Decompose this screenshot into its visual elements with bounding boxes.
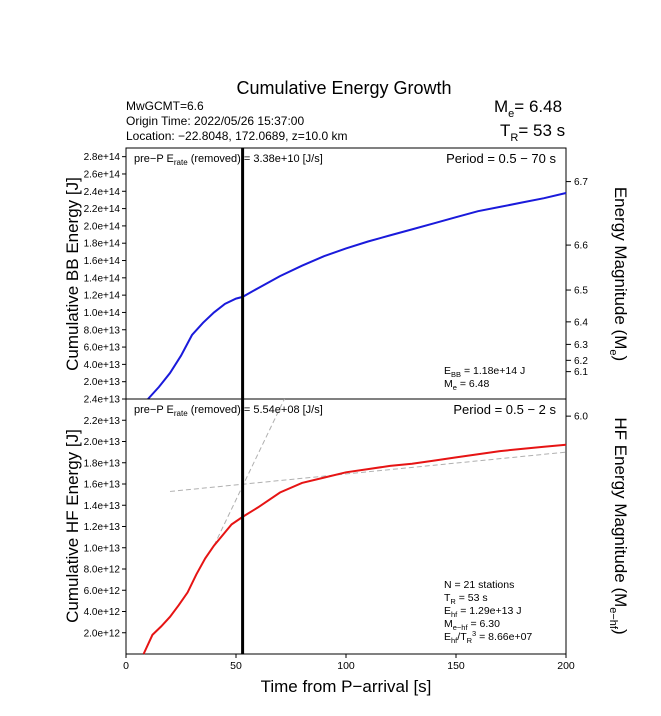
y-tick-label: 8.0e+13: [84, 325, 121, 336]
tr-summary: TR= 53 s: [500, 121, 565, 144]
y-tick-label: 4.0e+12: [84, 607, 121, 618]
hf-y-axis-label: Cumulative HF Energy [J]: [63, 429, 82, 623]
hf-pre-p-text: pre−P Erate (removed) = 5.54e+08 [J/s]: [134, 404, 323, 418]
magnitude-tick-label: 6.3: [574, 340, 588, 351]
hf-me-annotation: Me−hf = 6.30: [444, 618, 500, 632]
hf-tr-annotation: TR = 53 s: [444, 592, 488, 606]
y-tick-label: 6.0e+12: [84, 586, 121, 597]
x-tick-label: 150: [447, 660, 465, 672]
magnitude-tick-label: 6.5: [574, 286, 588, 297]
bb-energy-panel: 2.0e+13 4.0e+13 6.0e+13 8.0e+13 1.0e+14 1.2e+…: [63, 147, 630, 400]
x-tick-label: 50: [230, 660, 242, 672]
me-summary: Me= 6.48: [494, 97, 562, 120]
hf-stations-annotation: N = 21 stations: [444, 579, 514, 591]
y-tick-label: 1.4e+13: [84, 501, 121, 512]
svg-text:TR= 53 s: TR= 53 s: [500, 121, 565, 144]
hf-period-text: Period = 0.5 − 2 s: [453, 402, 556, 417]
y-tick-label: 2.8e+14: [84, 152, 121, 163]
location-text: Location: −22.8048, 172.0689, z=10.0 km: [126, 129, 348, 143]
y-tick-label: 1.8e+13: [84, 458, 121, 469]
magnitude-tick-label: 6.1: [574, 367, 588, 378]
y-tick-label: 6.0e+13: [84, 343, 121, 354]
y-tick-label: 8.0e+12: [84, 565, 121, 576]
x-tick-label: 100: [337, 660, 355, 672]
figure-title: Cumulative Energy Growth: [236, 78, 451, 98]
magnitude-tick-label: 6.2: [574, 356, 588, 367]
hf-guide-line: [169, 451, 567, 492]
magnitude-tick-label: 6.7: [574, 177, 588, 188]
magnitude-tick-label: 6.6: [574, 241, 588, 252]
bb-right-axis-label: Energy Magnitude (Me): [607, 187, 630, 361]
y-tick-label: 2.6e+14: [84, 169, 121, 180]
y-tick-label: 2.2e+14: [84, 204, 121, 215]
y-tick-label: 1.2e+14: [84, 291, 121, 302]
bb-period-text: Period = 0.5 − 70 s: [446, 151, 556, 166]
y-tick-label: 1.6e+13: [84, 480, 121, 491]
y-tick-label: 1.4e+14: [84, 273, 121, 284]
hf-energy-series: [142, 443, 567, 655]
bb-pre-p-text: pre−P Erate (removed) = 3.38e+10 [J/s]: [134, 153, 323, 167]
y-tick-label: 2.2e+13: [84, 416, 121, 427]
y-tick-label: 1.2e+13: [84, 522, 121, 533]
y-tick-label: 2.0e+13: [84, 437, 121, 448]
bb-me-annotation: Me = 6.48: [444, 378, 489, 392]
y-tick-label: 2.0e+12: [84, 628, 121, 639]
hf-energy-annotation: Ehf = 1.29e+13 J: [444, 605, 522, 619]
hf-energy-panel: 2.0e+12 4.0e+12 6.0e+12 8.0e+12 1.0e+13 1.2e+…: [63, 395, 630, 697]
y-tick-label: 1.6e+14: [84, 256, 121, 267]
x-tick-label: 200: [557, 660, 575, 672]
hf-right-axis-label: HF Energy Magnitude (Me−hf): [607, 417, 630, 634]
event-magnitude-text: MwGCMT=6.6: [126, 99, 204, 113]
bb-energy-annotation: EBB = 1.18e+14 J: [444, 365, 525, 379]
y-tick-label: 1.0e+13: [84, 543, 121, 554]
y-tick-label: 2.0e+13: [84, 377, 121, 388]
y-tick-label: 1.0e+14: [84, 308, 121, 319]
x-tick-label: 0: [123, 660, 129, 672]
y-tick-label: 4.0e+13: [84, 360, 121, 371]
magnitude-tick-label: 6.4: [574, 317, 588, 328]
magnitude-tick-label: 6.0: [574, 412, 588, 423]
origin-time-text: Origin Time: 2022/05/26 15:37:00: [126, 114, 304, 128]
y-tick-label: 2.4e+14: [84, 187, 121, 198]
y-tick-label: 2.0e+14: [84, 221, 121, 232]
bb-plot-frame: [125, 147, 567, 400]
x-axis-label: Time from P−arrival [s]: [261, 677, 432, 696]
hf-ratio-annotation: Ehf/TR3 = 8.66e+07: [444, 629, 532, 645]
svg-text:Me= 6.48: Me= 6.48: [494, 97, 562, 120]
y-tick-label: 1.8e+14: [84, 239, 121, 250]
hf-guide-line: [213, 398, 285, 546]
bb-energy-series: [147, 192, 567, 400]
y-tick-label: 2.4e+13: [84, 395, 121, 406]
bb-y-axis-label: Cumulative BB Energy [J]: [63, 177, 82, 371]
